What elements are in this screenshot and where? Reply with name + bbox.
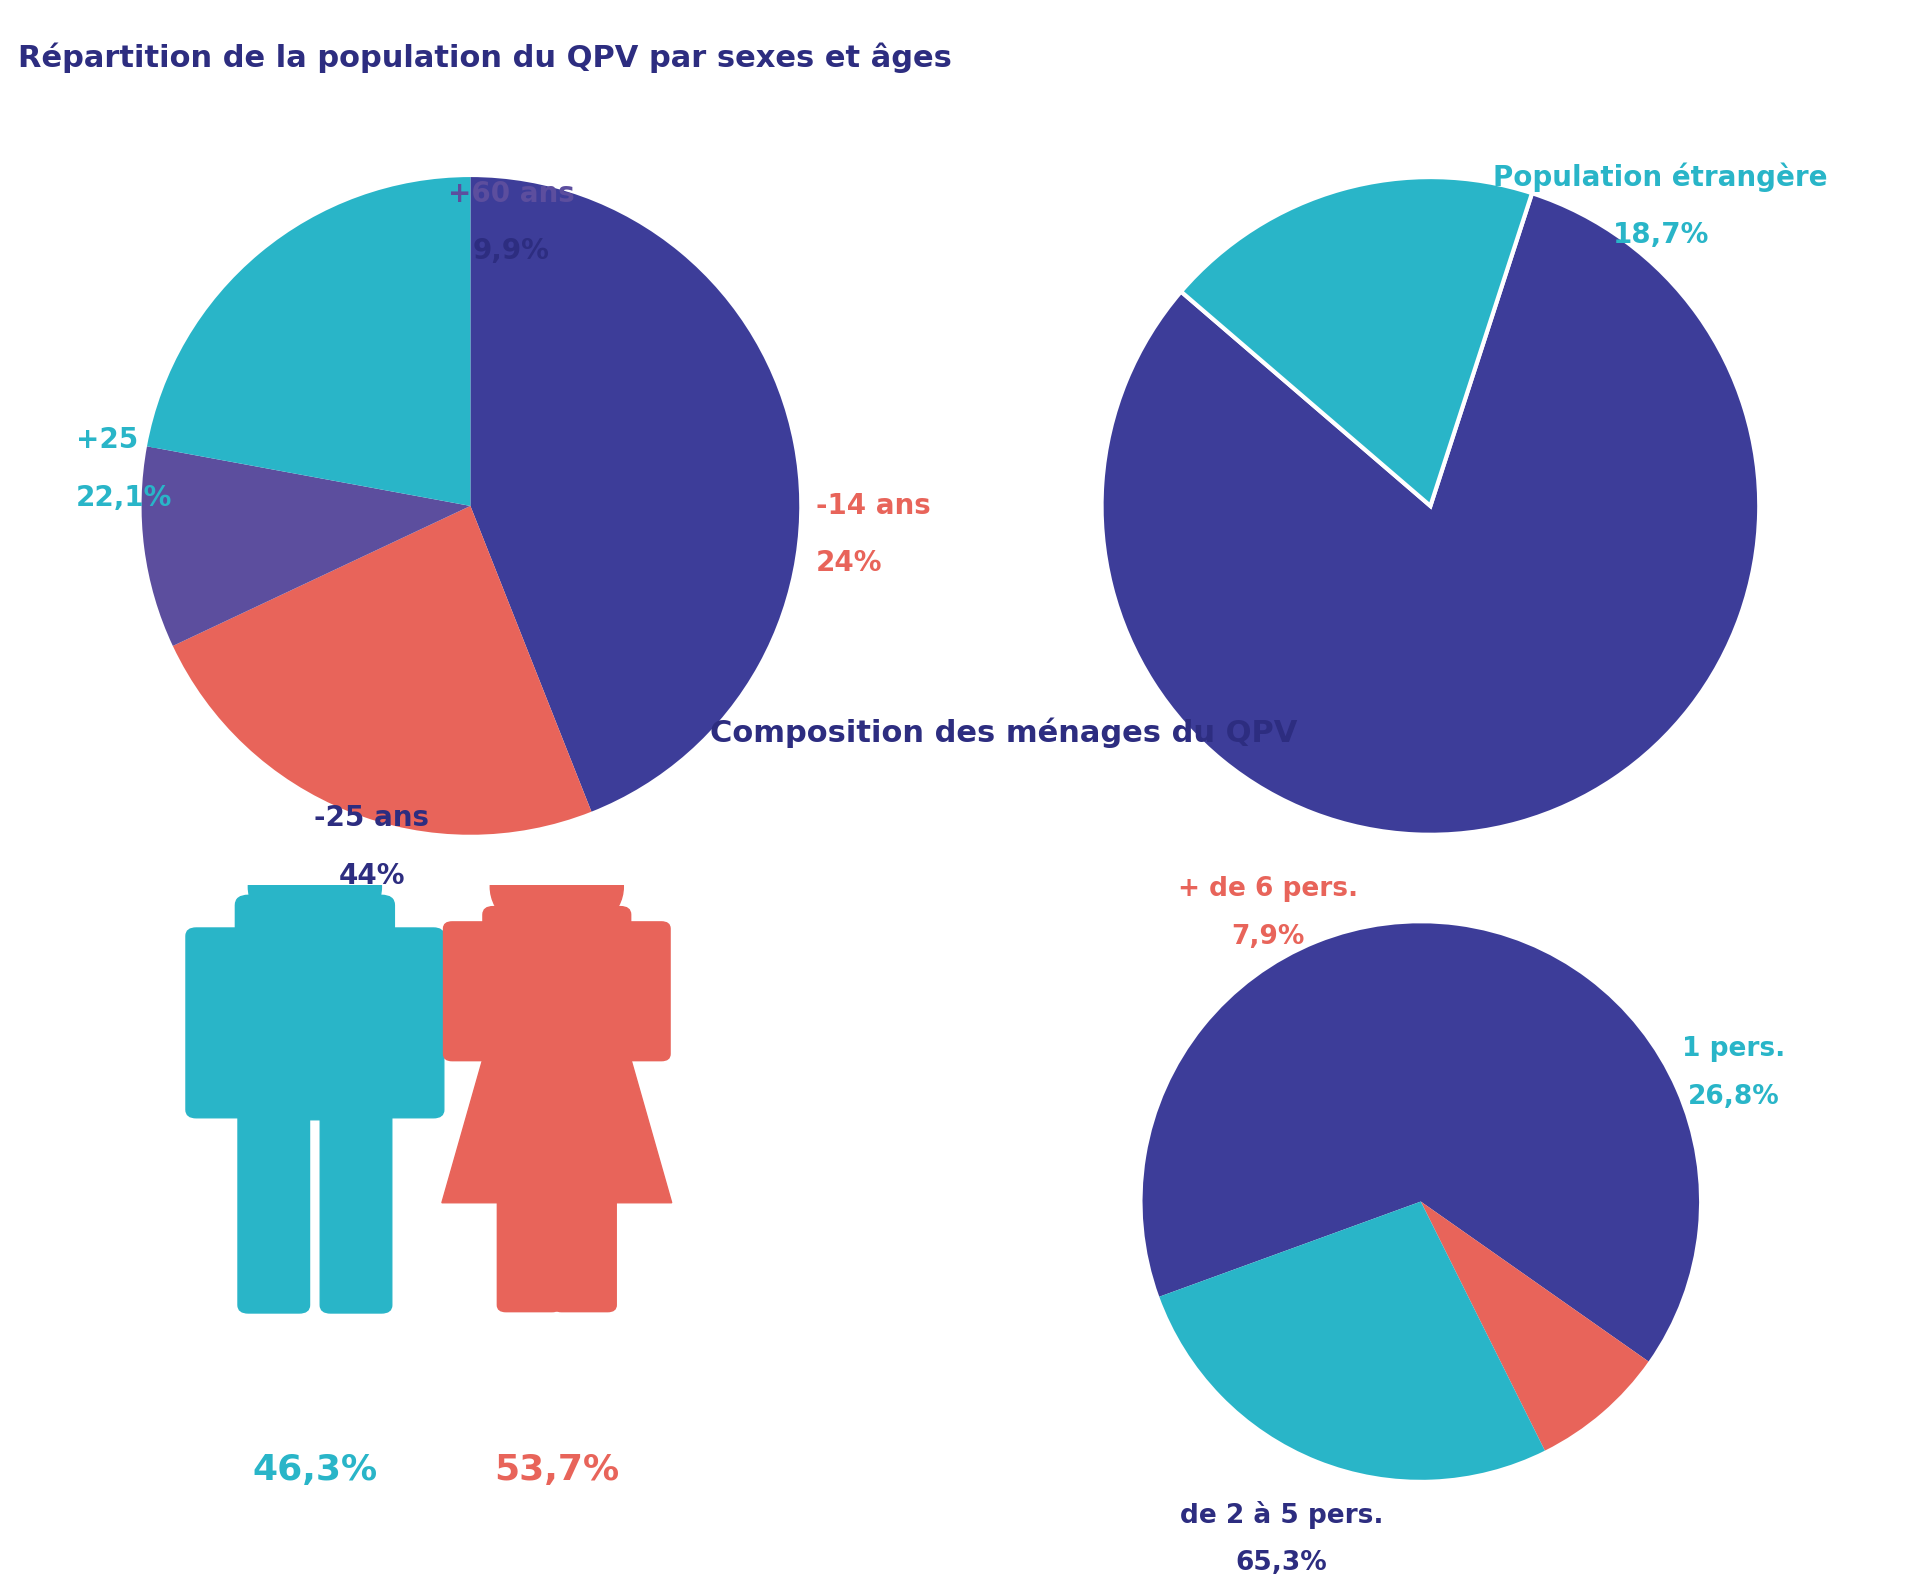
Wedge shape [1421, 1202, 1649, 1451]
Text: 22,1%: 22,1% [75, 484, 173, 512]
Text: -14 ans: -14 ans [816, 492, 931, 520]
Wedge shape [173, 506, 591, 835]
Text: 18,7%: 18,7% [1613, 221, 1709, 248]
Wedge shape [148, 177, 470, 506]
Text: 1 pers.: 1 pers. [1682, 1036, 1786, 1061]
Text: 53,7%: 53,7% [493, 1453, 620, 1486]
FancyBboxPatch shape [444, 922, 499, 1061]
FancyBboxPatch shape [376, 928, 444, 1118]
Text: 46,3%: 46,3% [252, 1453, 378, 1486]
Text: Répartition de la population du QPV par sexes et âges: Répartition de la population du QPV par … [17, 43, 952, 73]
FancyBboxPatch shape [497, 1197, 561, 1312]
Text: +25 ans: +25 ans [75, 427, 204, 454]
FancyBboxPatch shape [614, 922, 670, 1061]
Wedge shape [1181, 177, 1532, 506]
Wedge shape [1102, 193, 1759, 835]
Wedge shape [470, 177, 799, 811]
FancyBboxPatch shape [186, 928, 253, 1118]
Wedge shape [1142, 923, 1699, 1361]
Circle shape [490, 835, 624, 938]
Text: de 2 à 5 pers.: de 2 à 5 pers. [1181, 1500, 1384, 1529]
Text: 7,9%: 7,9% [1231, 925, 1304, 950]
FancyBboxPatch shape [236, 895, 394, 1119]
Wedge shape [1160, 1202, 1546, 1480]
Text: 9,9%: 9,9% [472, 237, 549, 266]
Text: 65,3%: 65,3% [1236, 1551, 1327, 1576]
Text: 44%: 44% [338, 862, 405, 890]
Text: Population étrangère: Population étrangère [1494, 163, 1828, 191]
Text: +60 ans: +60 ans [447, 180, 574, 207]
Text: + de 6 pers.: + de 6 pers. [1177, 876, 1357, 901]
Text: 24%: 24% [816, 550, 881, 577]
Title: Composition des ménages du QPV: Composition des ménages du QPV [710, 718, 1298, 748]
FancyBboxPatch shape [484, 906, 630, 1062]
FancyBboxPatch shape [553, 1197, 616, 1312]
Text: 26,8%: 26,8% [1688, 1085, 1780, 1110]
Wedge shape [142, 446, 470, 647]
Text: -25 ans: -25 ans [315, 805, 430, 832]
Circle shape [248, 835, 382, 938]
FancyBboxPatch shape [238, 1102, 309, 1312]
FancyBboxPatch shape [321, 1102, 392, 1312]
Polygon shape [442, 1055, 672, 1203]
